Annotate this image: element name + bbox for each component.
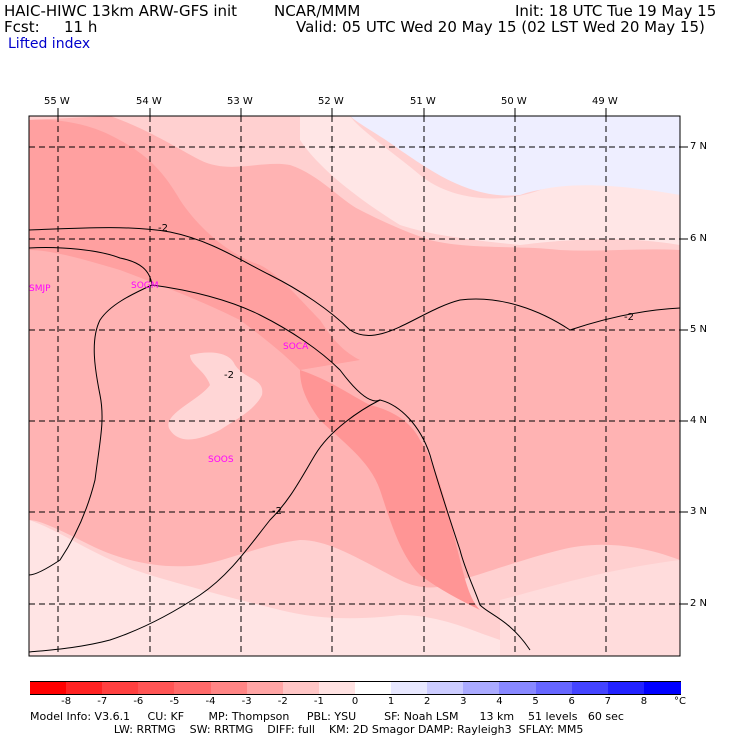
- model-title: HAIC-HIWC 13km ARW-GFS init: [4, 2, 238, 20]
- colorbar-tick: 0: [351, 696, 359, 707]
- stable-region: [350, 116, 680, 196]
- border-east: [28, 399, 381, 653]
- northwest-region: [29, 119, 360, 370]
- contour-label: -2: [624, 312, 634, 323]
- colorbar-tick: 7: [604, 696, 611, 707]
- colorbar-tick: 5: [532, 696, 539, 707]
- lon-label: 53 W: [227, 96, 253, 107]
- colorbar-swatch: [66, 681, 104, 695]
- station-label: SOGM: [131, 281, 159, 291]
- station-label: SMJP: [29, 284, 51, 294]
- colorbar-swatch: [174, 681, 212, 695]
- inland-patch: [168, 352, 263, 440]
- coastline: [28, 247, 531, 651]
- core-region: [300, 370, 480, 610]
- lat-label: 4 N: [690, 415, 708, 426]
- colorbar-swatch: [607, 681, 645, 695]
- station-label: SOOS: [208, 455, 234, 465]
- forecast-hour: 11 h: [64, 18, 98, 36]
- colorbar-swatch: [210, 681, 248, 695]
- southwest-region: [29, 520, 500, 656]
- contour-label: -2: [272, 506, 282, 517]
- colorbar-swatch: [246, 681, 284, 695]
- lat-label: 6 N: [690, 233, 708, 244]
- colorbar-swatch: [318, 681, 356, 695]
- lon-label: 52 W: [318, 96, 344, 107]
- colorbar-swatch: [463, 681, 501, 695]
- colorbar-swatch: [282, 681, 320, 695]
- colorbar-unit: °C: [674, 696, 686, 707]
- colorbar-swatch: [499, 681, 537, 695]
- colorbar-swatch: [391, 681, 429, 695]
- colorbar-tick: -3: [241, 696, 252, 707]
- lat-label: 2 N: [690, 598, 708, 609]
- light-band: [300, 116, 680, 245]
- contour-label: -2: [158, 223, 168, 234]
- model-info: Model Info: V3.6.1 CU: KF MP: Thompson P…: [30, 710, 624, 723]
- colorbar-tick: 8: [640, 696, 648, 707]
- colorbar-swatch: [571, 681, 609, 695]
- colorbar-tick: 2: [424, 696, 431, 707]
- lon-label: 51 W: [410, 96, 436, 107]
- southeast-region: [500, 560, 680, 656]
- valid-time: Valid: 05 UTC Wed 20 May 15 (02 LST Wed …: [296, 18, 705, 36]
- colorbar-tick: 3: [460, 696, 467, 707]
- model-physics: LW: RRTMG SW: RRTMG DIFF: full KM: 2D Sm…: [30, 723, 584, 736]
- border-west: [28, 284, 153, 576]
- lat-label: 7 N: [690, 141, 708, 152]
- colorbar-tick: 1: [387, 696, 395, 707]
- colorbar-tick: -5: [169, 696, 180, 707]
- colorbar-tick: -7: [97, 696, 108, 707]
- colorbar-swatch: [643, 681, 681, 695]
- contour-label: -2: [224, 370, 234, 381]
- lon-label: 55 W: [44, 96, 70, 107]
- forecast-label: Fcst:: [4, 18, 40, 36]
- colorbar-tick: -1: [313, 696, 324, 707]
- colorbar-swatch: [30, 681, 67, 695]
- colorbar-swatch: [535, 681, 573, 695]
- field-name: Lifted index: [8, 36, 91, 52]
- station-label: SOCA: [283, 342, 309, 352]
- lon-label: 49 W: [592, 96, 618, 107]
- lat-label: 3 N: [690, 506, 708, 517]
- org-label: NCAR/MMM: [274, 2, 361, 20]
- lon-label: 54 W: [136, 96, 162, 107]
- colorbar-tick: -8: [61, 696, 72, 707]
- init-time: Init: 18 UTC Tue 19 May 15: [515, 2, 717, 20]
- colorbar-tick: 4: [496, 696, 503, 707]
- axis-ticks: [57, 108, 688, 605]
- colorbar-tick: 6: [568, 696, 575, 707]
- colorbar-swatch: [355, 681, 392, 695]
- grid-lines: [29, 116, 680, 656]
- colorbar-tick: -6: [133, 696, 144, 707]
- lon-label: 50 W: [501, 96, 527, 107]
- colorbar-tick: -2: [277, 696, 288, 707]
- lat-label: 5 N: [690, 324, 708, 335]
- colorbar-swatch: [427, 681, 465, 695]
- colorbar-swatch: [138, 681, 176, 695]
- colorbar-tick: -4: [205, 696, 216, 707]
- map-frame: [28, 115, 681, 657]
- colorbar-swatch: [102, 681, 140, 695]
